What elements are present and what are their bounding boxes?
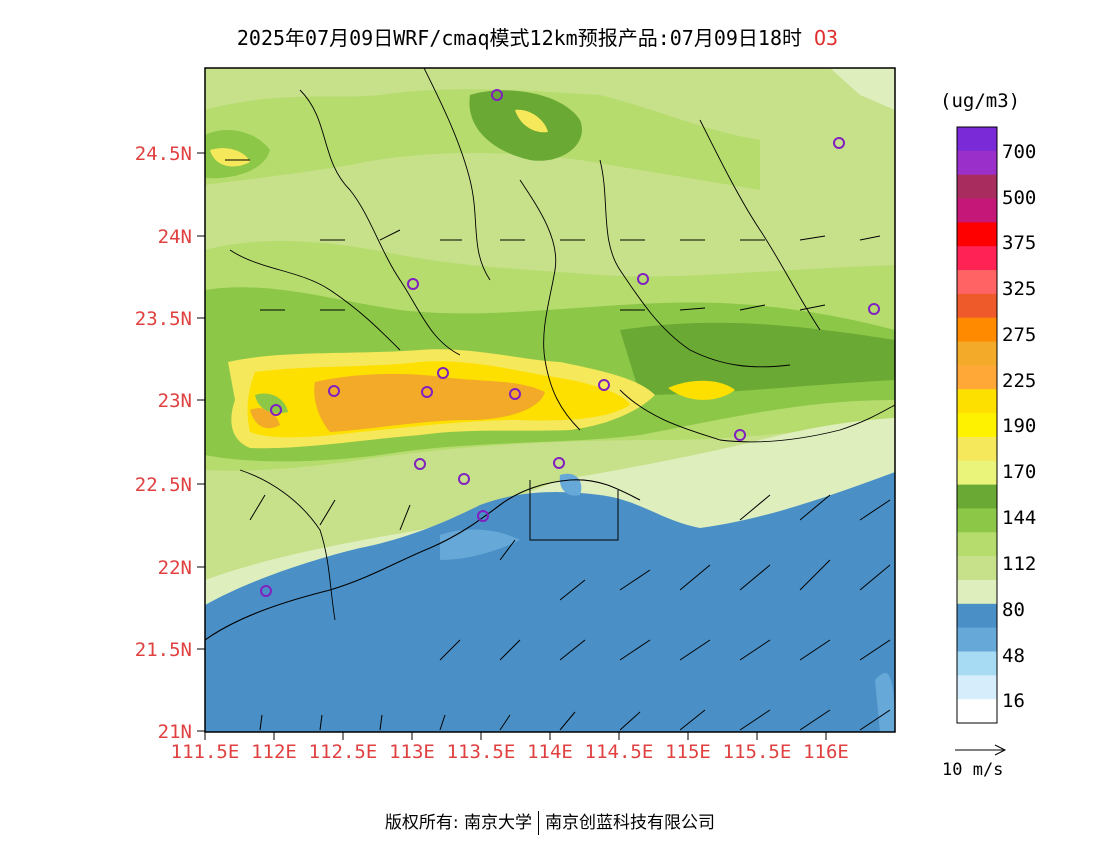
lat-label-21: 21N <box>158 721 192 743</box>
lon-label-113: 113E <box>389 741 435 763</box>
coastline <box>205 479 641 641</box>
station-markers <box>260 89 880 597</box>
lon-label-114-5: 114.5E <box>585 741 654 763</box>
lat-label-24: 24N <box>158 226 192 248</box>
legend-swatch <box>957 341 997 366</box>
legend-swatch <box>957 413 997 438</box>
wind-reference-arrow <box>955 744 1007 756</box>
legend-swatch <box>957 174 997 200</box>
sea-fill <box>205 472 895 732</box>
legend-label-275: 275 <box>1002 324 1037 346</box>
legend-label-16: 16 <box>1002 690 1025 712</box>
legend-label-48: 48 <box>1002 645 1025 667</box>
admin-boundary <box>299 89 461 356</box>
legend-swatch <box>957 270 997 295</box>
lon-label-116: 116E <box>803 741 849 763</box>
legend-swatch <box>957 579 997 605</box>
legend-swatch <box>957 603 997 629</box>
legend-swatch <box>957 651 997 676</box>
legend-swatch <box>957 222 997 247</box>
legend-frame <box>956 126 998 724</box>
lat-label-21-5: 21.5N <box>135 639 192 661</box>
legend-label-190: 190 <box>1002 415 1037 437</box>
lon-label-111-5: 111.5E <box>171 741 240 763</box>
band-north <box>205 89 760 190</box>
copyright-footer: 版权所有: 南京大学 南京创蓝科技有限公司 <box>0 808 1100 835</box>
legend-label-500: 500 <box>1002 187 1037 209</box>
legend-label-170: 170 <box>1002 461 1037 483</box>
footer-left: 版权所有: 南京大学 <box>384 813 533 833</box>
legend-swatch <box>957 365 997 390</box>
lon-label-113-5: 113.5E <box>447 741 516 763</box>
legend-swatch <box>957 317 997 343</box>
legend-label-325: 325 <box>1002 278 1037 300</box>
wind-vectors <box>225 159 891 731</box>
concentration-field <box>205 68 895 732</box>
lon-label-115-5: 115.5E <box>723 741 792 763</box>
footer-right: 南京创蓝科技有限公司 <box>545 813 716 833</box>
legend-colorbar <box>957 127 997 724</box>
legend-label-225: 225 <box>1002 370 1037 392</box>
legend-swatch <box>957 675 997 700</box>
legend-swatch <box>957 508 997 533</box>
legend-unit: (ug/m3) <box>940 90 1021 112</box>
legend-label-80: 80 <box>1002 599 1025 621</box>
longitude-axis: 111.5E 112E 112.5E 113E 113.5E 114E 114.… <box>171 732 849 763</box>
legend-swatch <box>957 532 997 557</box>
legend-label-144: 144 <box>1002 507 1037 529</box>
lon-label-112-5: 112.5E <box>309 741 378 763</box>
legend-swatch <box>957 627 997 652</box>
legend-swatch <box>957 150 997 176</box>
latitude-axis: 24.5N 24N 23.5N 23N 22.5N 22N 21.5N 21N <box>135 143 205 743</box>
lon-label-115: 115E <box>665 741 711 763</box>
legend-swatch <box>957 293 997 319</box>
legend-swatch <box>957 556 997 581</box>
title-text: 2025年07月09日WRF/cmaq模式12km预报产品:07月09日18时 <box>236 26 802 50</box>
footer-divider <box>538 811 540 835</box>
lat-label-23: 23N <box>158 390 192 412</box>
legend-label-112: 112 <box>1002 553 1037 575</box>
map-title: 2025年07月09日WRF/cmaq模式12km预报产品:07月09日18时 O… <box>0 22 1075 51</box>
legend-swatch <box>957 484 997 509</box>
legend-swatch <box>957 198 997 223</box>
lat-label-23-5: 23.5N <box>135 308 192 330</box>
legend-swatch <box>957 460 997 486</box>
legend-label-375: 375 <box>1002 232 1037 254</box>
legend-swatch <box>957 246 997 271</box>
lon-label-114: 114E <box>527 741 573 763</box>
lon-label-112: 112E <box>251 741 297 763</box>
lat-label-24-5: 24.5N <box>135 143 192 165</box>
species-label: O3 <box>814 26 839 50</box>
plume-core <box>314 373 545 432</box>
legend-label-700: 700 <box>1002 141 1037 163</box>
wind-reference-label: 10 m/s <box>942 760 1004 780</box>
legend-swatch <box>957 436 997 462</box>
legend-swatch <box>957 699 997 724</box>
lat-label-22-5: 22.5N <box>135 474 192 496</box>
legend-swatch <box>957 389 997 414</box>
legend-swatch <box>957 127 997 152</box>
lat-label-22: 22N <box>158 557 192 579</box>
